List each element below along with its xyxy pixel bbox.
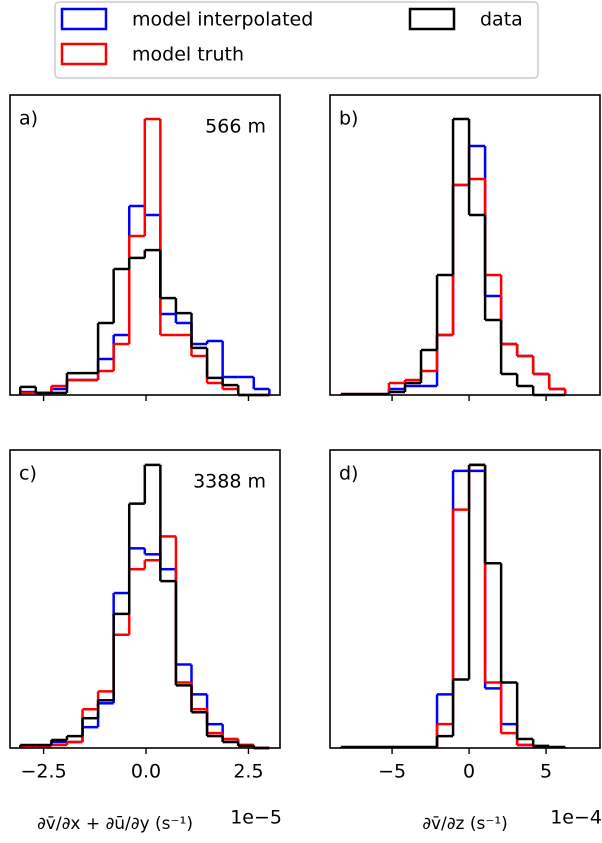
- x-axis-label: ∂v̄/∂z (s⁻¹): [422, 814, 508, 834]
- legend-box: [54, 1, 539, 79]
- legend-swatch: [60, 42, 108, 66]
- x-tick-label: 5: [540, 761, 552, 783]
- x-tick-label: 2.5: [233, 761, 263, 783]
- x-tick-label: 0.0: [131, 761, 161, 783]
- panel-label: c): [19, 463, 37, 485]
- x-tick-label: 0: [463, 761, 475, 783]
- panel-frame: [329, 94, 601, 396]
- legend-label: model interpolated: [132, 9, 313, 31]
- offset-text: 1e−5: [230, 807, 282, 829]
- offset-text: 1e−4: [550, 807, 602, 829]
- panel-label: a): [19, 108, 38, 130]
- panel-label: b): [339, 108, 358, 130]
- x-axis-label: ∂v̄/∂x + ∂ū/∂y (s⁻¹): [37, 814, 193, 834]
- panel-frame: [9, 94, 281, 396]
- legend-swatch: [408, 7, 456, 31]
- panel-frame: [9, 449, 281, 749]
- x-tick-label: −5: [378, 761, 406, 783]
- x-tick-label: −2.5: [21, 761, 67, 783]
- legend-label: model truth: [132, 44, 244, 66]
- panel-label: d): [339, 463, 358, 485]
- legend-swatch: [60, 7, 108, 31]
- legend-label: data: [480, 9, 523, 31]
- depth-label: 566 m: [205, 116, 266, 138]
- panel-frame: [329, 449, 601, 749]
- depth-label: 3388 m: [193, 471, 266, 493]
